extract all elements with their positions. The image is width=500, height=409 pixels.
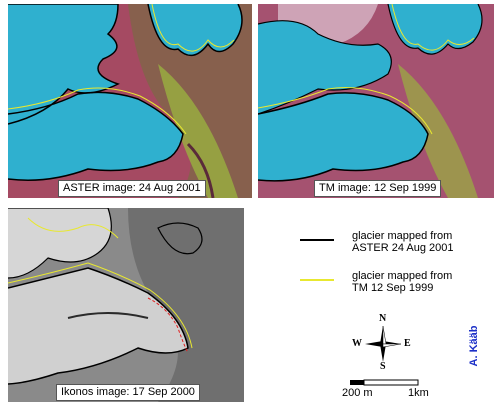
compass-n: N xyxy=(379,313,387,324)
legend-swatch-tm xyxy=(300,279,334,281)
scale-label-1km: 1km xyxy=(408,387,429,399)
north-arrow: N S W E xyxy=(352,313,411,372)
panel-caption-ikonos: Ikonos image: 17 Sep 2000 xyxy=(56,384,200,401)
author-name: A. Kääb xyxy=(468,325,480,367)
legend-item-tm: glacier mapped from TM 12 Sep 1999 xyxy=(292,268,492,304)
compass-e: E xyxy=(404,338,411,349)
map-panel-ikonos: Ikonos image: 17 Sep 2000 xyxy=(8,208,244,402)
legend-swatch-aster xyxy=(300,239,334,241)
panel-caption-aster: ASTER image: 24 Aug 2001 xyxy=(58,180,206,197)
map-panel-tm: TM image: 12 Sep 1999 xyxy=(258,4,494,198)
ikonos-image xyxy=(8,208,244,402)
author-credit: A. Kääb xyxy=(452,325,496,367)
legend-label-aster-line1: glacier mapped from xyxy=(352,230,453,242)
scale-bar-graphic xyxy=(350,379,419,386)
compass-s: S xyxy=(380,361,386,372)
legend-item-aster: glacier mapped from ASTER 24 Aug 2001 xyxy=(292,228,492,264)
aster-image xyxy=(8,4,252,198)
tm-image xyxy=(258,4,494,198)
map-panel-aster: ASTER image: 24 Aug 2001 xyxy=(8,4,252,198)
scale-bar: 200 m 1km xyxy=(336,377,456,403)
legend-label-tm-line1: glacier mapped from xyxy=(352,270,453,282)
legend-label-aster-line2: ASTER 24 Aug 2001 xyxy=(352,242,454,254)
map-legend: glacier mapped from ASTER 24 Aug 2001 gl… xyxy=(292,228,492,308)
legend-label-tm-line2: TM 12 Sep 1999 xyxy=(352,282,434,294)
compass-w: W xyxy=(352,338,362,349)
compass-rose-icon xyxy=(365,325,402,362)
panel-caption-tm: TM image: 12 Sep 1999 xyxy=(314,180,442,197)
scale-label-200m: 200 m xyxy=(342,387,373,399)
